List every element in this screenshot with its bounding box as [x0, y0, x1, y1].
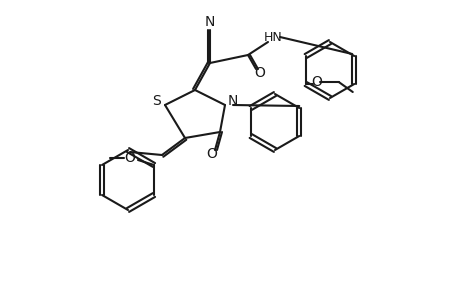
Text: O: O — [124, 151, 135, 165]
Text: S: S — [152, 94, 161, 108]
Text: N: N — [204, 15, 215, 29]
Text: O: O — [311, 75, 321, 89]
Text: O: O — [254, 66, 265, 80]
Text: O: O — [206, 147, 217, 161]
Text: N: N — [227, 94, 238, 108]
Text: HN: HN — [263, 31, 282, 44]
